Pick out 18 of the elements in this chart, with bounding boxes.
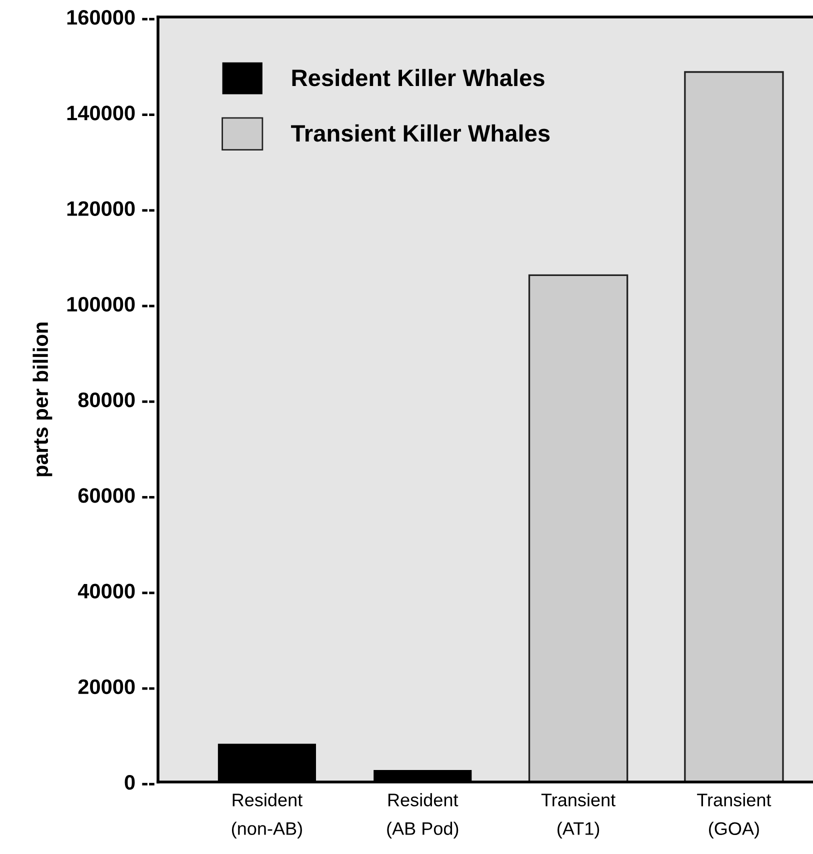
y-tick-label: 40000 -- [78,584,154,599]
bar [528,274,628,782]
x-tick-label: Resident (AB Pod) [387,793,458,839]
y-tick-label: 160000 -- [67,10,154,25]
y-tick-label: 140000 -- [67,106,154,120]
y-tick-label: 0 -- [124,775,154,790]
y-tick-label: 20000 -- [78,679,154,694]
y-tick-label: 100000 -- [67,296,154,312]
y-tick-label: 120000 -- [67,201,154,216]
x-tick-label: Transient (AT1) [541,793,616,839]
y-axis-title: parts per billion [32,322,52,476]
bar [684,71,784,782]
legend-label: Resident Killer Whales [292,68,544,86]
x-tick-label: Transient (GOA) [697,793,772,839]
y-tick-label: 60000 -- [78,488,154,503]
legend-label: Transient Killer Whales [291,124,550,142]
y-tick-label: 80000 -- [78,392,154,408]
x-tick-label: Resident (non-AB) [232,793,302,839]
